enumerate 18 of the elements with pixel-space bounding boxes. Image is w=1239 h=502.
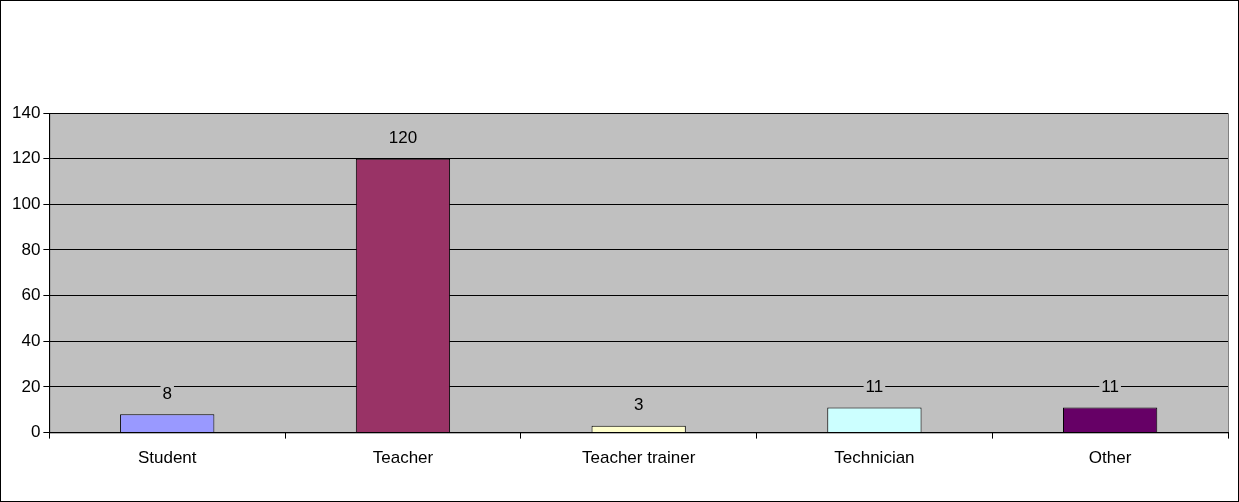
data-label: 3: [633, 394, 644, 414]
data-label: 120: [388, 127, 418, 147]
x-tick-label: Teacher: [372, 448, 434, 468]
y-tick-label: 20: [21, 376, 41, 396]
y-tick-label: 40: [21, 330, 41, 350]
y-tick-label: 80: [21, 239, 41, 259]
data-label: 11: [1101, 376, 1119, 396]
x-tick-label: Technician: [834, 448, 915, 468]
y-tick-label: 60: [21, 285, 41, 305]
x-tick-label: Other: [1088, 448, 1132, 468]
y-tick-label: 100: [11, 194, 41, 213]
y-tick-label: 0: [30, 422, 41, 442]
y-tick-label: 120: [11, 148, 41, 168]
data-label: 8: [162, 383, 172, 403]
y-tick-label: 140: [11, 102, 41, 122]
x-tick-label: Teacher trainer: [581, 448, 696, 468]
x-tick-label: Student: [137, 448, 197, 468]
data-label: 11: [865, 376, 884, 396]
